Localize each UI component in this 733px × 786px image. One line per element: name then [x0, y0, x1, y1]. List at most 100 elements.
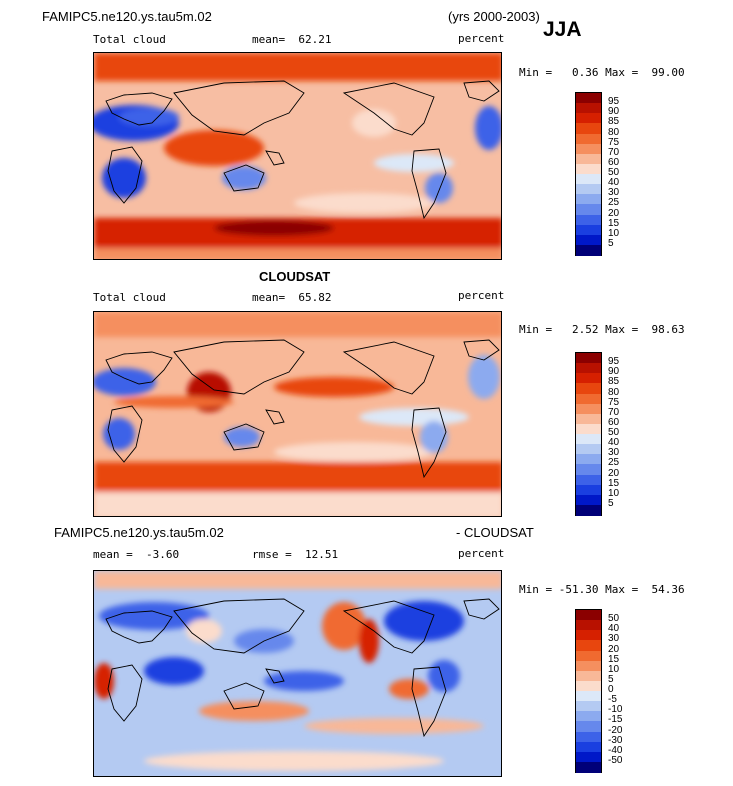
- colorbar-cell: [576, 194, 601, 205]
- colorbar-tick-label: -40: [608, 744, 623, 756]
- panel1-left-label: Total cloud: [93, 33, 166, 46]
- panel2-units: percent: [458, 289, 505, 302]
- colorbar-tick-label: 60: [608, 156, 620, 168]
- colorbar-tick-label: 75: [608, 136, 620, 148]
- colorbar-tick-label: 60: [608, 416, 620, 428]
- panel3-diff-label: - CLOUDSAT: [456, 525, 534, 540]
- colorbar-tick-label: 80: [608, 126, 620, 138]
- colorbar-cell: [576, 423, 601, 435]
- panel3-mean: mean = -3.60: [93, 548, 180, 561]
- colorbar-cell: [576, 143, 601, 155]
- colorbar-tick-label: 30: [608, 447, 620, 459]
- colorbar-tick-label: -5: [608, 694, 617, 706]
- colorbar-cell: [576, 123, 601, 134]
- colorbar-cell: [576, 610, 601, 621]
- colorbar-tick-label: 10: [608, 487, 620, 499]
- map-panel2: [93, 311, 502, 517]
- colorbar-tick-label: 5: [608, 237, 614, 249]
- colorbar-tick-label: 30: [608, 633, 620, 645]
- colorbar-tick-label: 85: [608, 116, 620, 128]
- colorbar-cell: [576, 244, 601, 256]
- colorbar-cell: [576, 413, 601, 425]
- colorbar-panel3: [575, 609, 602, 773]
- colorbar-cell: [576, 680, 601, 692]
- colorbar-tick-label: 70: [608, 146, 620, 158]
- colorbar-tick-label: 0: [608, 684, 614, 695]
- colorbar-tick-label: 95: [608, 356, 620, 368]
- colorbar-tick-label: 25: [608, 457, 620, 469]
- colorbar-cell: [576, 373, 601, 384]
- colorbar-cell: [576, 701, 601, 712]
- colorbar-cell: [576, 504, 601, 516]
- panel3-units: percent: [458, 547, 505, 560]
- colorbar-cell: [576, 403, 601, 415]
- colorbar-cell: [576, 464, 601, 475]
- colorbar-cell: [576, 670, 601, 682]
- colorbar-cell: [576, 741, 601, 753]
- colorbar-tick-label: 50: [608, 613, 620, 625]
- map-panel3: [93, 570, 502, 777]
- colorbar-cell: [576, 640, 601, 651]
- colorbar-tick-label: 50: [608, 427, 620, 438]
- colorbar-tick-label: -20: [608, 724, 623, 736]
- panel1-mean: mean= 62.21: [252, 33, 332, 46]
- colorbar-cell: [576, 761, 601, 773]
- colorbar-cell: [576, 133, 601, 145]
- panel2-minmax: Min = 2.52 Max = 98.63: [519, 323, 685, 336]
- colorbar-cell: [576, 751, 601, 763]
- colorbar-cell: [576, 494, 601, 506]
- colorbar-cell: [576, 620, 601, 631]
- colorbar-cell: [576, 163, 601, 175]
- colorbar-panel1: [575, 92, 602, 256]
- colorbar-cell: [576, 711, 601, 722]
- map-panel1: [93, 52, 502, 260]
- panel1-units: percent: [458, 32, 505, 45]
- colorbar-cell: [576, 103, 601, 114]
- colorbar-cell: [576, 363, 601, 374]
- colorbar-tick-label: 15: [608, 653, 620, 665]
- colorbar-tick-label: 30: [608, 187, 620, 199]
- colorbar-cell: [576, 224, 601, 236]
- colorbar-cell: [576, 353, 601, 364]
- colorbar-tick-label: 5: [608, 673, 614, 685]
- colorbar-cell: [576, 113, 601, 124]
- panel1-years: (yrs 2000-2003): [448, 9, 540, 24]
- colorbar-cell: [576, 393, 601, 405]
- colorbar-tick-label: 70: [608, 406, 620, 418]
- season-label: JJA: [543, 18, 582, 41]
- colorbar-cell: [576, 454, 601, 465]
- colorbar-tick-label: 15: [608, 477, 620, 489]
- colorbar-tick-label: 95: [608, 96, 620, 108]
- panel3-rmse: rmse = 12.51: [252, 548, 339, 561]
- colorbar-tick-label: 20: [608, 467, 620, 479]
- colorbar-tick-label: 5: [608, 497, 614, 509]
- colorbar-cell: [576, 630, 601, 641]
- panel2-mean: mean= 65.82: [252, 291, 332, 304]
- panel1-case-name: FAMIPC5.ne120.ys.tau5m.02: [42, 9, 212, 24]
- colorbar-cell: [576, 153, 601, 165]
- colorbar-tick-label: 90: [608, 366, 620, 378]
- colorbar-tick-label: 80: [608, 386, 620, 398]
- colorbar-cell: [576, 204, 601, 215]
- colorbar-cell: [576, 383, 601, 394]
- panel1-minmax: Min = 0.36 Max = 99.00: [519, 66, 685, 79]
- colorbar-cell: [576, 174, 601, 185]
- colorbar-tick-label: 20: [608, 643, 620, 655]
- colorbar-cell: [576, 214, 601, 226]
- colorbar-tick-label: 25: [608, 197, 620, 209]
- colorbar-cell: [576, 184, 601, 195]
- colorbar-cell: [576, 721, 601, 732]
- colorbar-tick-label: 10: [608, 663, 620, 675]
- colorbar-cell: [576, 731, 601, 743]
- colorbar-cell: [576, 484, 601, 496]
- colorbar-tick-label: 10: [608, 227, 620, 239]
- colorbar-tick-label: 75: [608, 396, 620, 408]
- panel3-case-name: FAMIPC5.ne120.ys.tau5m.02: [54, 525, 224, 540]
- colorbar-tick-label: 15: [608, 217, 620, 229]
- colorbar-tick-label: -30: [608, 734, 623, 746]
- colorbar-cell: [576, 474, 601, 486]
- colorbar-tick-label: 20: [608, 207, 620, 219]
- colorbar-cell: [576, 444, 601, 455]
- colorbar-tick-label: -15: [608, 714, 623, 726]
- colorbar-cell: [576, 691, 601, 702]
